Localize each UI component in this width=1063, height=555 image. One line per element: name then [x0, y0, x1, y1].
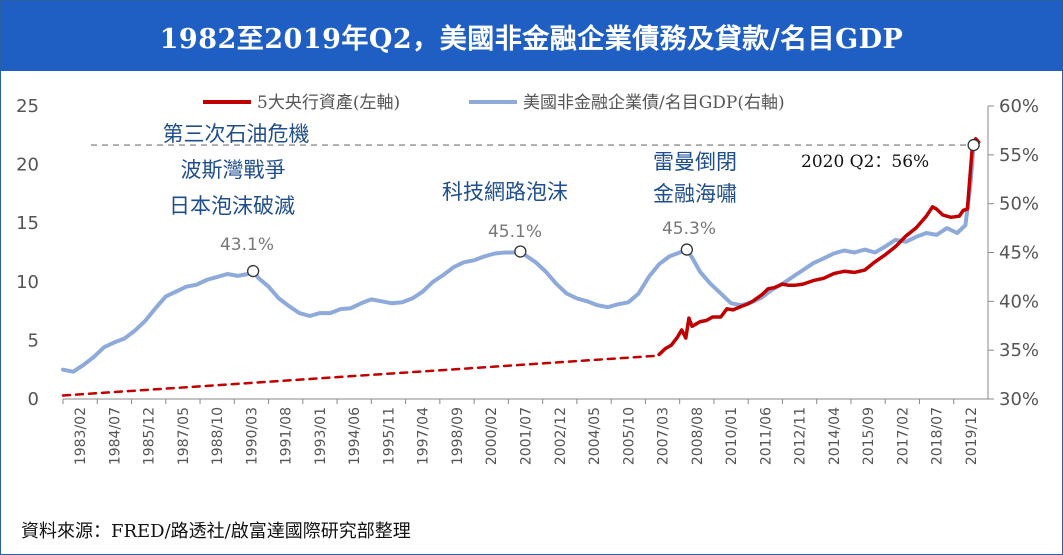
right-tick-label: 35% [999, 340, 1039, 361]
x-tick-label: 1991/08 [279, 407, 295, 465]
chart-title: 1982至2019年Q2，美國非金融企業債務及貸款/名目GDP [1, 1, 1062, 71]
peak-label: 45.3% [662, 219, 716, 239]
x-tick-label: 1988/10 [210, 407, 226, 465]
x-tick-label: 2017/02 [895, 407, 911, 465]
x-tick-label: 2015/09 [861, 407, 877, 465]
x-tick-label: 1998/09 [450, 407, 466, 465]
left-tick-label: 15 [16, 213, 39, 234]
x-tick-label: 2019/12 [964, 407, 980, 465]
x-tick-label: 2011/06 [758, 407, 774, 465]
legend-label-fed-assets: 5大央行資產(左軸) [257, 93, 400, 113]
x-tick-label: 2014/04 [827, 407, 843, 465]
annotation-event-text: 金融海嘯 [653, 182, 737, 206]
peak-marker [680, 243, 694, 256]
annotation-event-text: 雷曼倒閉 [653, 150, 737, 174]
x-tick-label: 2002/12 [553, 407, 569, 465]
x-tick-label: 2000/02 [484, 407, 500, 465]
left-tick-label: 0 [28, 389, 39, 410]
x-tick-label: 2010/01 [724, 407, 740, 465]
left-tick-label: 5 [28, 330, 39, 351]
peak-marker [246, 264, 260, 278]
x-tick-label: 2001/07 [519, 407, 535, 465]
right-tick-label: 60% [999, 96, 1039, 117]
right-tick-label: 55% [999, 145, 1039, 166]
peak-marker [967, 138, 980, 152]
x-tick-label: 2008/08 [690, 407, 706, 465]
fed-assets-line [657, 137, 981, 357]
source-note: 資料來源：FRED/路透社/啟富達國際研究部整理 [21, 521, 411, 542]
right-tick-label: 50% [999, 194, 1039, 215]
fed-assets-line-dashed [61, 354, 661, 397]
annotation-2020-label: 2020 Q2：56% [801, 152, 929, 172]
x-tick-label: 1993/01 [313, 407, 329, 465]
annotation-event-text: 日本泡沫破滅 [169, 194, 295, 218]
chart-canvas: 0 5 10 15 20 25 30% 35% 40% 45% 50% 55% 60% 1983/02 19… [16, 93, 1039, 465]
left-tick-label: 25 [16, 96, 39, 117]
annotation-event-text: 第三次石油危機 [163, 122, 310, 146]
right-tick-label: 40% [999, 291, 1039, 312]
x-tick-label: 1984/07 [107, 407, 123, 465]
x-tick-label: 1997/04 [416, 407, 432, 465]
peak-label: 45.1% [488, 222, 542, 242]
x-tick-label: 2004/05 [587, 407, 603, 465]
x-tick-label: 2005/10 [621, 407, 637, 465]
right-tick-label: 45% [999, 243, 1039, 264]
right-tick-label: 30% [999, 389, 1039, 410]
annotation-event-text: 波斯灣戰爭 [181, 158, 286, 182]
legend-label-debt-gdp: 美國非金融企業債/名目GDP(右軸) [523, 93, 785, 113]
left-tick-label: 20 [16, 155, 39, 176]
x-tick-label: 1990/03 [244, 407, 260, 465]
x-tick-label: 1995/11 [381, 407, 397, 465]
peak-label: 43.1% [220, 235, 274, 255]
left-tick-label: 10 [16, 272, 39, 293]
x-tick-label: 2012/11 [793, 407, 809, 465]
x-tick-label: 1985/12 [142, 407, 158, 465]
x-tick-label: 2007/03 [656, 407, 672, 465]
annotation-event-text: 科技網路泡沫 [442, 180, 568, 204]
peak-marker [514, 245, 527, 258]
x-tick-label: 1983/02 [73, 407, 89, 465]
x-tick-label: 2018/07 [930, 407, 946, 465]
x-tick-label: 1994/06 [347, 407, 363, 465]
x-tick-label: 1987/05 [176, 407, 192, 465]
